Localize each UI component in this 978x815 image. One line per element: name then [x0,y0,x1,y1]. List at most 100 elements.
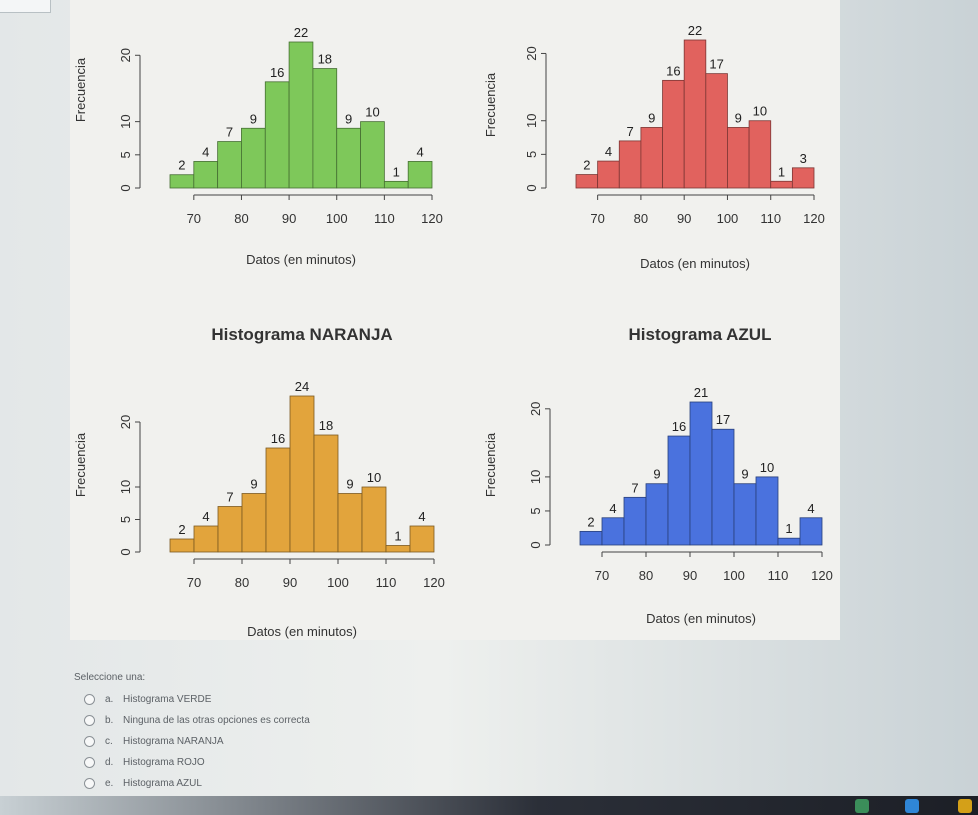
y-tick-label: 0 [118,184,133,191]
bar-count-label: 1 [778,164,785,179]
bar-count-label: 7 [226,490,233,505]
histogram-bar [265,447,291,553]
x-tick-label: 90 [282,211,296,226]
histogram-bar [733,483,757,546]
window-corner [0,0,51,13]
bar-count-label: 1 [785,521,792,536]
bar-count-label: 18 [319,418,333,433]
bar-count-label: 9 [653,467,660,482]
bar-count-label: 2 [178,522,185,537]
x-tick-label: 70 [590,211,604,226]
option-label: Ninguna de las otras opciones es correct… [123,715,310,726]
bar-count-label: 7 [626,124,633,139]
option-letter: e. [105,778,114,789]
bar-count-label: 7 [631,480,638,495]
x-axis-title: Datos (en minutos) [247,624,357,639]
x-tick-label: 70 [595,568,609,583]
histogram-bar [791,167,815,189]
option-label: Histograma NARANJA [123,736,224,747]
y-tick-label: 10 [524,113,539,127]
taskbar-app-icon[interactable] [855,799,869,813]
histogram-bar [711,428,735,546]
bar-count-label: 1 [393,164,400,179]
histogram-bar [777,537,801,546]
y-tick-label: 10 [118,480,133,494]
x-tick-label: 80 [234,211,248,226]
x-tick-label: 120 [421,211,443,226]
bar-count-label: 22 [294,25,308,40]
y-tick-label: 10 [118,114,133,128]
taskbar-app-icon[interactable] [958,799,972,813]
x-tick-label: 110 [376,575,397,590]
bar-count-label: 10 [753,104,767,119]
y-tick-label: 20 [118,415,133,429]
option-label: Histograma ROJO [123,757,205,768]
x-tick-label: 100 [327,575,349,590]
x-tick-label: 110 [768,568,789,583]
bar-count-label: 9 [648,110,655,125]
x-tick-label: 80 [634,211,648,226]
bar-count-label: 21 [694,385,708,400]
x-axis-title: Datos (en minutos) [646,611,756,626]
bar-count-label: 16 [271,431,285,446]
option-label: Histograma VERDE [123,694,212,705]
x-tick-label: 90 [683,568,697,583]
option-a[interactable]: a. Histograma VERDE [84,689,774,710]
histogram-bar [748,120,772,189]
bar-count-label: 3 [800,151,807,166]
y-tick-label: 5 [118,151,133,158]
histogram-bar [799,517,823,546]
bar-count-label: 16 [672,419,686,434]
question-options: Seleccione una: a. Histograma VERDE b. N… [74,672,774,794]
x-tick-label: 120 [423,575,445,590]
bar-count-label: 4 [416,144,423,159]
y-tick-label: 5 [528,507,543,514]
radio-button[interactable] [84,736,95,747]
histogram-bar [645,483,669,546]
y-axis-title: Frecuencia [73,57,88,122]
radio-button[interactable] [84,778,95,789]
y-tick-label: 0 [524,184,539,191]
taskbar [0,796,978,815]
x-axis-title: Datos (en minutos) [246,252,356,267]
option-letter: b. [105,715,114,726]
y-tick-label: 20 [118,48,133,62]
quiz-prompt: Seleccione una: [74,672,146,683]
histogram-bar [193,525,219,553]
y-tick-label: 10 [528,470,543,484]
bar-count-label: 16 [666,63,680,78]
histogram-bar [217,506,243,553]
bar-count-label: 2 [583,158,590,173]
radio-button[interactable] [84,757,95,768]
radio-button[interactable] [84,694,95,705]
bar-count-label: 9 [346,477,353,492]
bar-count-label: 18 [318,52,332,67]
y-tick-label: 0 [118,548,133,555]
bar-count-label: 9 [735,110,742,125]
option-b[interactable]: b. Ninguna de las otras opciones es corr… [84,710,774,731]
bar-count-label: 17 [716,412,730,427]
bar-count-label: 4 [202,144,209,159]
histogram-bar [601,517,625,546]
radio-button[interactable] [84,715,95,726]
x-tick-label: 100 [717,211,739,226]
bar-count-label: 10 [760,460,774,475]
bar-count-label: 4 [807,501,814,516]
y-axis-title: Frecuencia [483,72,498,137]
taskbar-app-icon[interactable] [905,799,919,813]
option-c[interactable]: c. Histograma NARANJA [84,731,774,752]
x-tick-label: 120 [803,211,825,226]
x-tick-label: 120 [811,568,833,583]
option-e[interactable]: e. Histograma AZUL [84,773,774,794]
option-letter: a. [105,694,114,705]
bar-count-label: 22 [688,23,702,38]
option-letter: d. [105,757,114,768]
histogram-bar [579,530,603,546]
y-tick-label: 20 [524,46,539,60]
y-axis-title: Frecuencia [483,432,498,497]
x-tick-label: 70 [187,575,201,590]
x-tick-label: 100 [326,211,348,226]
bar-count-label: 2 [178,158,185,173]
option-d[interactable]: d. Histograma ROJO [84,752,774,773]
